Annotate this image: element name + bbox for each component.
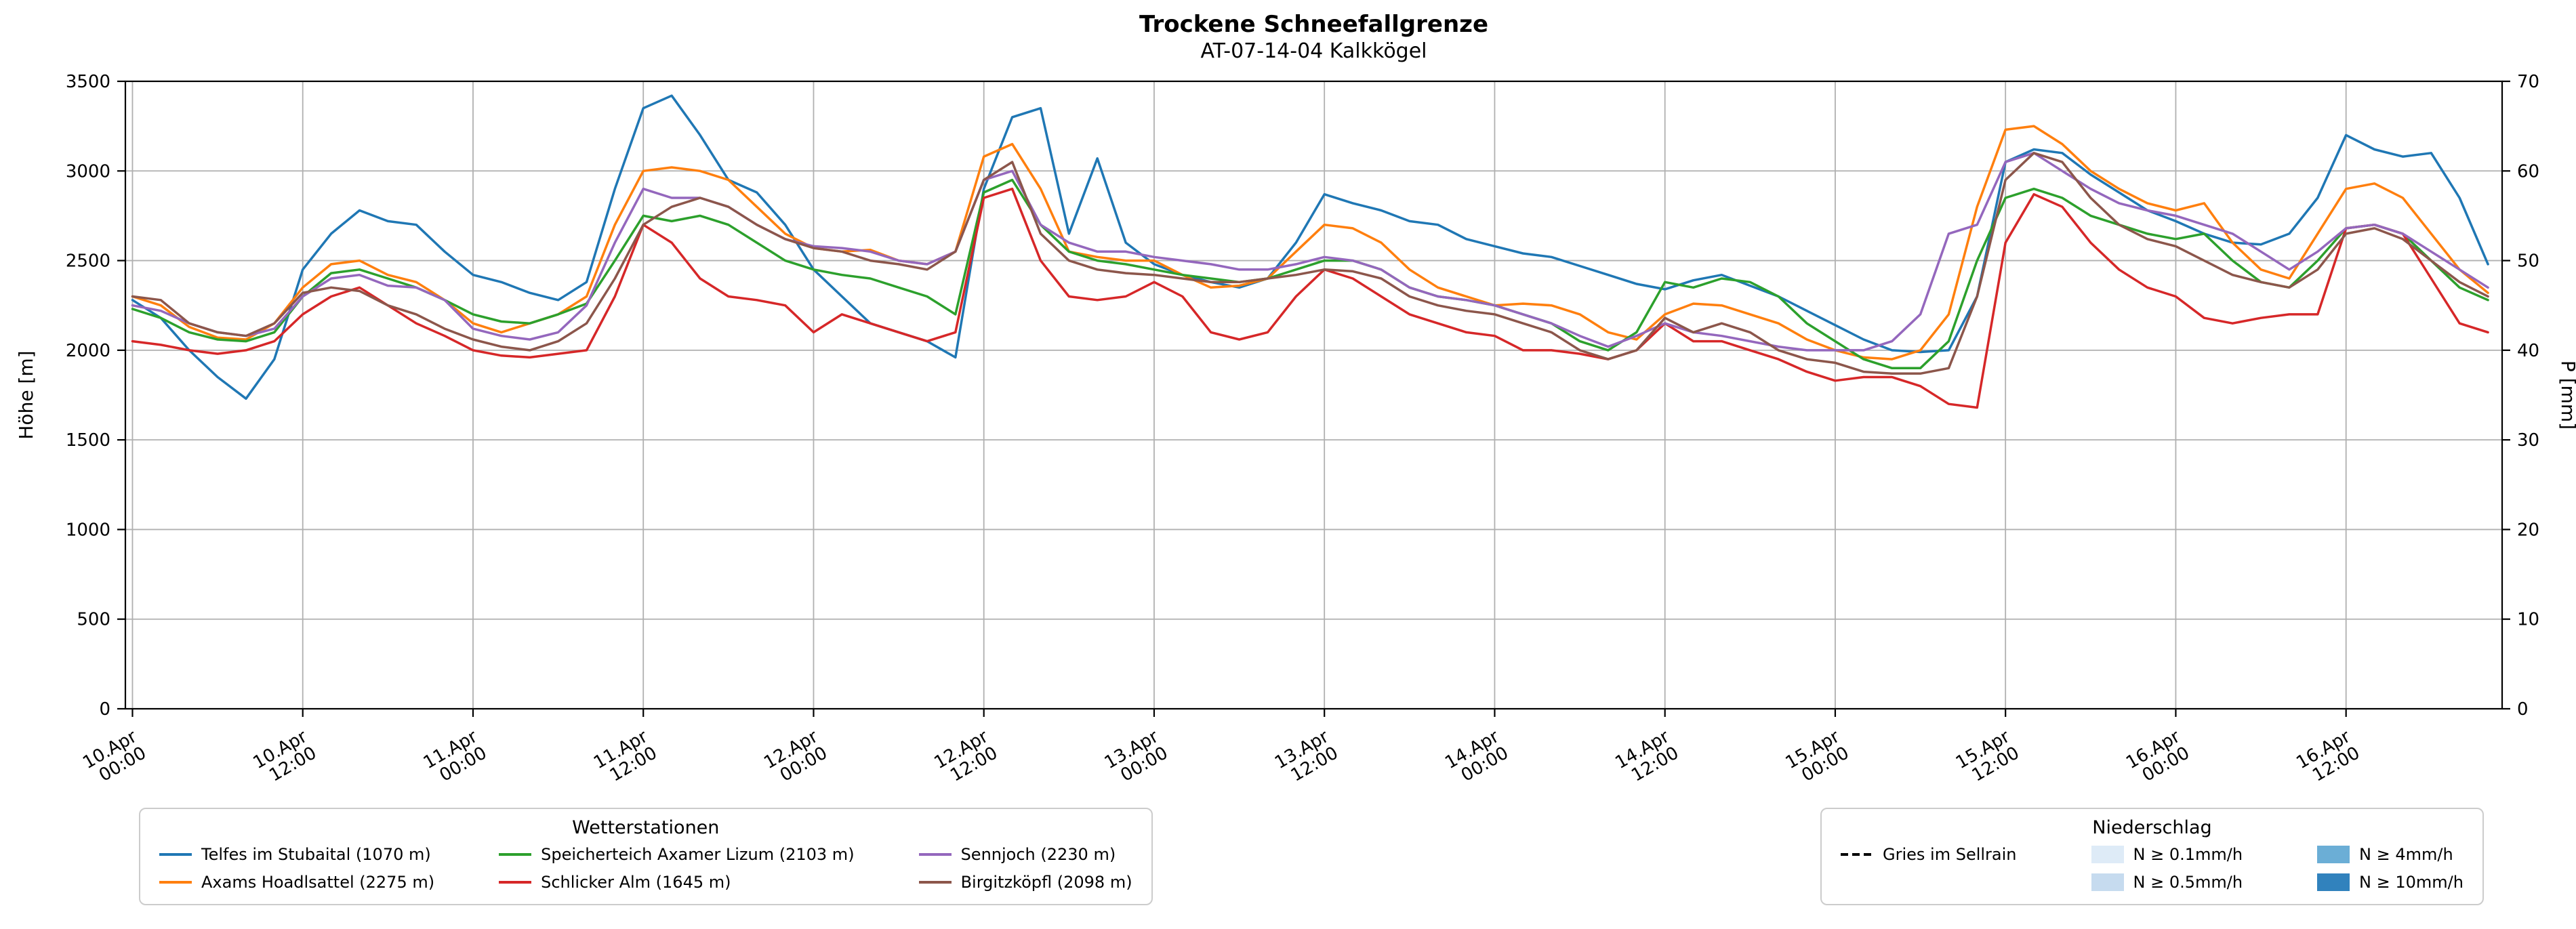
x-axis-tick-label: 12.Apr12:00 [931, 726, 1001, 790]
x-axis-tick-label: 10.Apr12:00 [249, 726, 320, 790]
x-axis-tick-label: 11.Apr12:00 [590, 726, 661, 790]
legend-entry-gries: Gries im Sellrain [1841, 844, 2017, 865]
legend-entry-station-label: Schlicker Alm (1645 m) [541, 873, 731, 892]
y-axis-right-tick-label: 60 [2517, 161, 2539, 182]
legend-precip-column: Gries im Sellrain [1841, 844, 2017, 865]
y-axis-left-tick-label: 1000 [66, 520, 110, 540]
legend-entry-station-label: Sennjoch (2230 m) [960, 845, 1116, 864]
legend-entry-station-swatch [159, 881, 192, 884]
series-line-sennjoch-2230-m [131, 152, 2489, 352]
legend-stations-column: Telfes im Stubaital (1070 m) Axams Hoadls… [159, 844, 434, 893]
series-line-telfes-im-stubaital-1070-m [131, 94, 2489, 400]
legend-entry-station: Schlicker Alm (1645 m) [499, 871, 854, 893]
y-axis-label-right: P [mm] [2557, 360, 2576, 430]
y-axis-right-tick-label: 30 [2517, 430, 2539, 451]
x-axis-tick-label: 11.Apr00:00 [420, 726, 491, 790]
legend-entry-station-swatch [499, 853, 532, 856]
series-line-axams-hoadlsattel-2275-m [131, 125, 2489, 360]
y-axis-label-left: Höhe [m] [15, 350, 37, 439]
x-axis-tick-label: 13.Apr12:00 [1271, 726, 1342, 790]
legend-entry-station-swatch [499, 881, 532, 884]
legend-entry-station-swatch [918, 881, 952, 884]
x-axis-tick-label: 16.Apr12:00 [2293, 726, 2363, 790]
y-axis-right-tick-label: 40 [2517, 341, 2539, 361]
y-axis-right-tick-label: 20 [2517, 520, 2539, 540]
legend-entry-station: Speicherteich Axamer Lizum (2103 m) [499, 844, 855, 865]
y-axis-left-tick-label: 2500 [66, 251, 110, 272]
legend-stations-title: Wetterstationen [572, 817, 720, 838]
legend-entry-station-label: Axams Hoadlsattel (2275 m) [201, 873, 435, 892]
legend-entry-precip: N ≥ 0.1mm/h [2091, 844, 2243, 865]
legend-stations-column: Speicherteich Axamer Lizum (2103 m) Schli… [499, 844, 855, 893]
y-axis-right-tick-label: 10 [2517, 610, 2539, 630]
x-axis-tick-label: 16.Apr00:00 [2123, 726, 2193, 790]
legend-precipitation: Niederschlag Gries im Sellrain N ≥ 0.1mm/… [1820, 808, 2484, 905]
series-line-schlicker-alm-1645-m [131, 187, 2489, 409]
legend-precip-column: N ≥ 4mm/h N ≥ 10mm/h [2317, 844, 2463, 893]
y-axis-left-tick-label: 500 [77, 610, 110, 630]
series-line-birgitzk-pfl-2098-m [131, 152, 2489, 375]
legend-entry-station-label: Birgitzköpfl (2098 m) [960, 873, 1132, 892]
x-axis-tick-label: 15.Apr12:00 [1953, 726, 2023, 790]
legend-entry-precip-swatch [2091, 873, 2124, 891]
plot-border [124, 80, 2503, 710]
legend-entry-station-swatch [918, 853, 952, 856]
legend-entry-precip: N ≥ 10mm/h [2317, 871, 2463, 893]
legend-entry-station: Birgitzköpfl (2098 m) [918, 871, 1132, 893]
chart-subtitle: AT-07-14-04 Kalkkögel [1200, 39, 1427, 63]
legend-stations-column: Sennjoch (2230 m) Birgitzköpfl (2098 m) [918, 844, 1132, 893]
legend-precip-column: N ≥ 0.1mm/h N ≥ 0.5mm/h [2091, 844, 2243, 893]
y-axis-right-tick-label: 0 [2517, 699, 2529, 720]
legend-entry-precip-swatch [2317, 873, 2350, 891]
y-axis-right-tick-label: 50 [2517, 251, 2539, 272]
y-axis-left-tick-label: 2000 [66, 341, 110, 361]
legend-entry-precip-label: N ≥ 10mm/h [2359, 873, 2463, 892]
legend-entry-station-swatch [159, 853, 192, 856]
legend-entry-gries-label: Gries im Sellrain [1883, 845, 2017, 864]
legend-entry-precip: N ≥ 0.5mm/h [2091, 871, 2243, 893]
legend-entry-precip-label: N ≥ 0.1mm/h [2133, 845, 2243, 864]
legend-entry-station-label: Telfes im Stubaital (1070 m) [201, 845, 431, 864]
legend-precip-entries: Gries im Sellrain N ≥ 0.1mm/h N ≥ 0.5mm/h N… [1841, 844, 2463, 893]
legend-entry-station-label: Speicherteich Axamer Lizum (2103 m) [541, 845, 855, 864]
legend-entry-station: Sennjoch (2230 m) [918, 844, 1132, 865]
legend-stations: Wetterstationen Telfes im Stubaital (107… [139, 808, 1153, 905]
y-axis-left-tick-label: 3000 [66, 161, 110, 182]
legend-entry-gries-swatch [1841, 853, 1873, 856]
legend-stations-entries: Telfes im Stubaital (1070 m) Axams Hoadls… [159, 844, 1132, 893]
legend-entry-precip-swatch [2091, 846, 2124, 863]
chart-title: Trockene Schneefallgrenze [1139, 11, 1489, 38]
x-axis-tick-label: 13.Apr00:00 [1101, 726, 1172, 790]
y-axis-left-tick-label: 0 [99, 699, 110, 720]
x-axis-tick-label: 14.Apr00:00 [1442, 726, 1512, 790]
legend-entry-precip-label: N ≥ 0.5mm/h [2133, 873, 2243, 892]
x-axis-tick-label: 12.Apr00:00 [760, 726, 831, 790]
x-axis-tick-label: 10.Apr00:00 [79, 726, 150, 790]
x-axis-tick-label: 14.Apr12:00 [1612, 726, 1682, 790]
legend-entry-precip: N ≥ 4mm/h [2317, 844, 2463, 865]
y-axis-right-tick-label: 70 [2517, 72, 2539, 92]
legend-entry-station: Axams Hoadlsattel (2275 m) [159, 871, 434, 893]
y-axis-left-tick-label: 1500 [66, 430, 110, 451]
legend-entry-precip-label: N ≥ 4mm/h [2359, 845, 2453, 864]
legend-precip-title: Niederschlag [2092, 817, 2212, 838]
y-axis-left-tick-label: 3500 [66, 72, 110, 92]
legend-entry-precip-swatch [2317, 846, 2350, 863]
legend-entry-station: Telfes im Stubaital (1070 m) [159, 844, 434, 865]
series-line-speicherteich-axamer-lizum-2103-m [131, 178, 2489, 370]
x-axis-tick-label: 15.Apr00:00 [1782, 726, 1853, 790]
